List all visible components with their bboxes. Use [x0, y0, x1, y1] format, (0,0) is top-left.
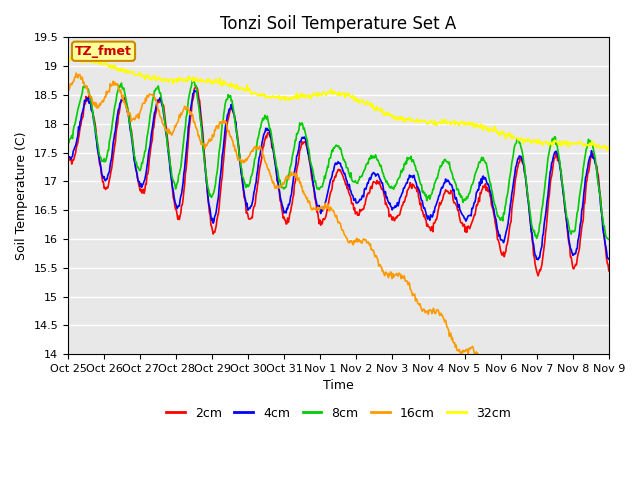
8cm [130, 144, 138, 150]
16cm [72, 70, 80, 76]
4cm [184, 124, 192, 130]
2cm [64, 153, 72, 159]
16cm [131, 116, 138, 122]
2cm [184, 139, 192, 145]
32cm [214, 80, 221, 86]
8cm [214, 165, 221, 170]
X-axis label: Time: Time [323, 379, 354, 392]
Text: TZ_fmet: TZ_fmet [75, 45, 132, 58]
Title: Tonzi Soil Temperature Set A: Tonzi Soil Temperature Set A [220, 15, 456, 33]
16cm [405, 280, 413, 286]
32cm [605, 144, 612, 150]
2cm [534, 273, 542, 279]
Y-axis label: Soil Temperature (C): Soil Temperature (C) [15, 132, 28, 260]
8cm [74, 107, 82, 113]
16cm [420, 308, 428, 313]
4cm [74, 133, 82, 139]
16cm [214, 125, 221, 131]
4cm [130, 150, 138, 156]
8cm [64, 138, 72, 144]
8cm [420, 190, 428, 195]
2cm [214, 213, 221, 219]
4cm [214, 199, 221, 204]
2cm [74, 140, 82, 145]
4cm [420, 205, 428, 211]
32cm [74, 54, 82, 60]
4cm [534, 257, 542, 263]
Line: 16cm: 16cm [68, 73, 609, 480]
2cm [420, 212, 428, 218]
32cm [75, 54, 83, 60]
4cm [605, 256, 612, 262]
Line: 4cm: 4cm [68, 90, 609, 260]
8cm [189, 76, 196, 82]
16cm [186, 108, 193, 113]
Line: 8cm: 8cm [68, 79, 609, 240]
8cm [405, 155, 413, 161]
8cm [184, 97, 192, 103]
32cm [420, 117, 428, 123]
32cm [131, 72, 138, 78]
4cm [191, 87, 198, 93]
16cm [75, 72, 83, 78]
Line: 2cm: 2cm [68, 86, 609, 276]
2cm [192, 84, 200, 89]
2cm [605, 268, 612, 274]
32cm [186, 73, 193, 79]
32cm [64, 57, 72, 62]
32cm [604, 148, 611, 154]
32cm [405, 117, 413, 123]
Legend: 2cm, 4cm, 8cm, 16cm, 32cm: 2cm, 4cm, 8cm, 16cm, 32cm [161, 402, 516, 424]
2cm [130, 148, 138, 154]
2cm [405, 185, 413, 191]
4cm [405, 176, 413, 182]
8cm [605, 237, 612, 242]
Line: 32cm: 32cm [68, 57, 609, 151]
16cm [64, 88, 72, 94]
4cm [64, 153, 72, 159]
